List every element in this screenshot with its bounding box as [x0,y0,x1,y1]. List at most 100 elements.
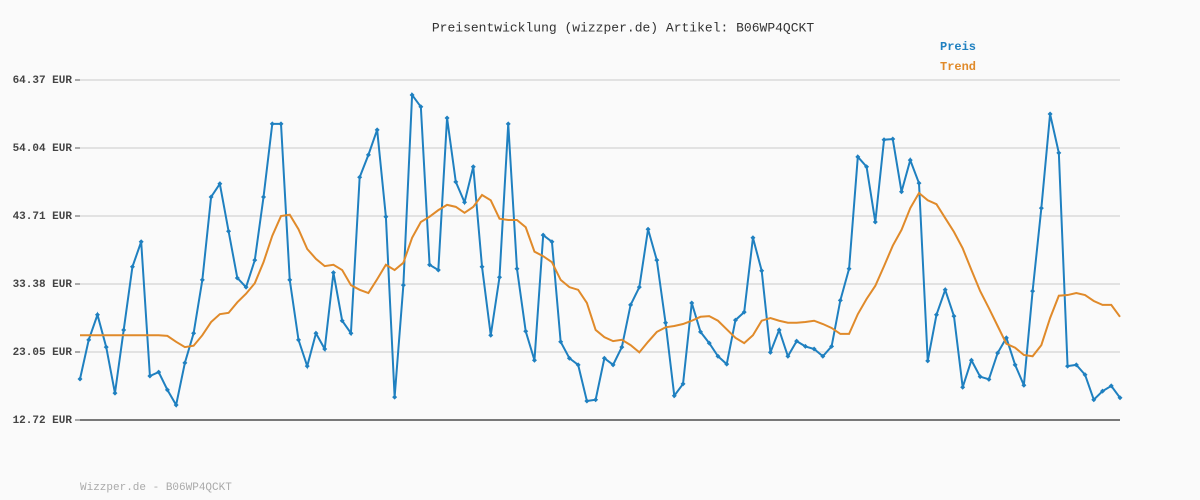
point [121,327,127,333]
point [453,179,459,185]
point [531,357,537,363]
point [566,355,572,361]
point [951,313,957,319]
point [846,266,852,272]
point [505,121,511,127]
point [610,362,616,368]
point [776,327,782,333]
point [558,339,564,345]
point [864,164,870,170]
point [960,384,966,390]
y-tick-label: 64.37 EUR [13,75,73,87]
point [86,337,92,343]
point [663,320,669,326]
point [890,136,896,142]
point [732,317,738,323]
point [829,343,835,349]
point [741,309,747,315]
point [217,181,223,187]
point [330,270,336,276]
point [619,344,625,350]
point [357,174,363,180]
point [261,194,267,200]
point [199,277,205,283]
point [365,152,371,158]
point [173,402,179,408]
point [1038,205,1044,211]
point [1117,395,1123,401]
point [418,104,424,110]
point [724,361,730,367]
point [470,164,476,170]
point [584,398,590,404]
point [269,121,275,127]
point [164,387,170,393]
point [820,353,826,359]
point [182,360,188,366]
point [496,274,502,280]
series-line [79,92,1121,408]
point [802,343,808,349]
point [488,332,494,338]
y-tick-label: 43.71 EUR [13,211,73,223]
point [208,194,214,200]
point [907,157,913,163]
point [479,264,485,270]
point [462,199,468,205]
point [593,397,599,403]
point [1056,150,1062,156]
point [348,330,354,336]
point [444,115,450,121]
point [400,282,406,288]
point [514,266,520,272]
legend-label: Preis [940,40,976,54]
point [129,264,135,270]
point [933,312,939,318]
point [374,127,380,133]
point [322,346,328,352]
point [654,257,660,263]
point [986,376,992,382]
point [147,373,153,379]
point [226,228,232,234]
point [138,239,144,245]
point [750,235,756,241]
point [191,330,197,336]
point [1108,383,1114,389]
point [706,340,712,346]
point [549,239,555,245]
point [899,189,905,195]
point [392,394,398,400]
point [794,338,800,344]
point [680,381,686,387]
point [698,329,704,335]
series-line [80,191,1121,358]
point [103,344,109,350]
point [881,137,887,143]
point [855,154,861,160]
point [427,262,433,268]
point [339,318,345,324]
point [942,287,948,293]
point [1047,111,1053,117]
chart-title: Preisentwicklung (wizzper.de) Artikel: B… [432,20,814,35]
point [243,284,249,290]
point [671,393,677,399]
point [977,374,983,380]
point [1100,388,1106,394]
point [925,358,931,364]
point [575,362,581,368]
y-tick-label: 33.38 EUR [13,279,73,291]
footer: Wizzper.de - B06WP4QCKT [80,482,232,494]
point [767,349,773,355]
point [837,297,843,303]
point [278,121,284,127]
point [409,92,415,98]
point [252,257,258,263]
point [313,330,319,336]
point [759,268,765,274]
point [601,355,607,361]
point [295,337,301,343]
